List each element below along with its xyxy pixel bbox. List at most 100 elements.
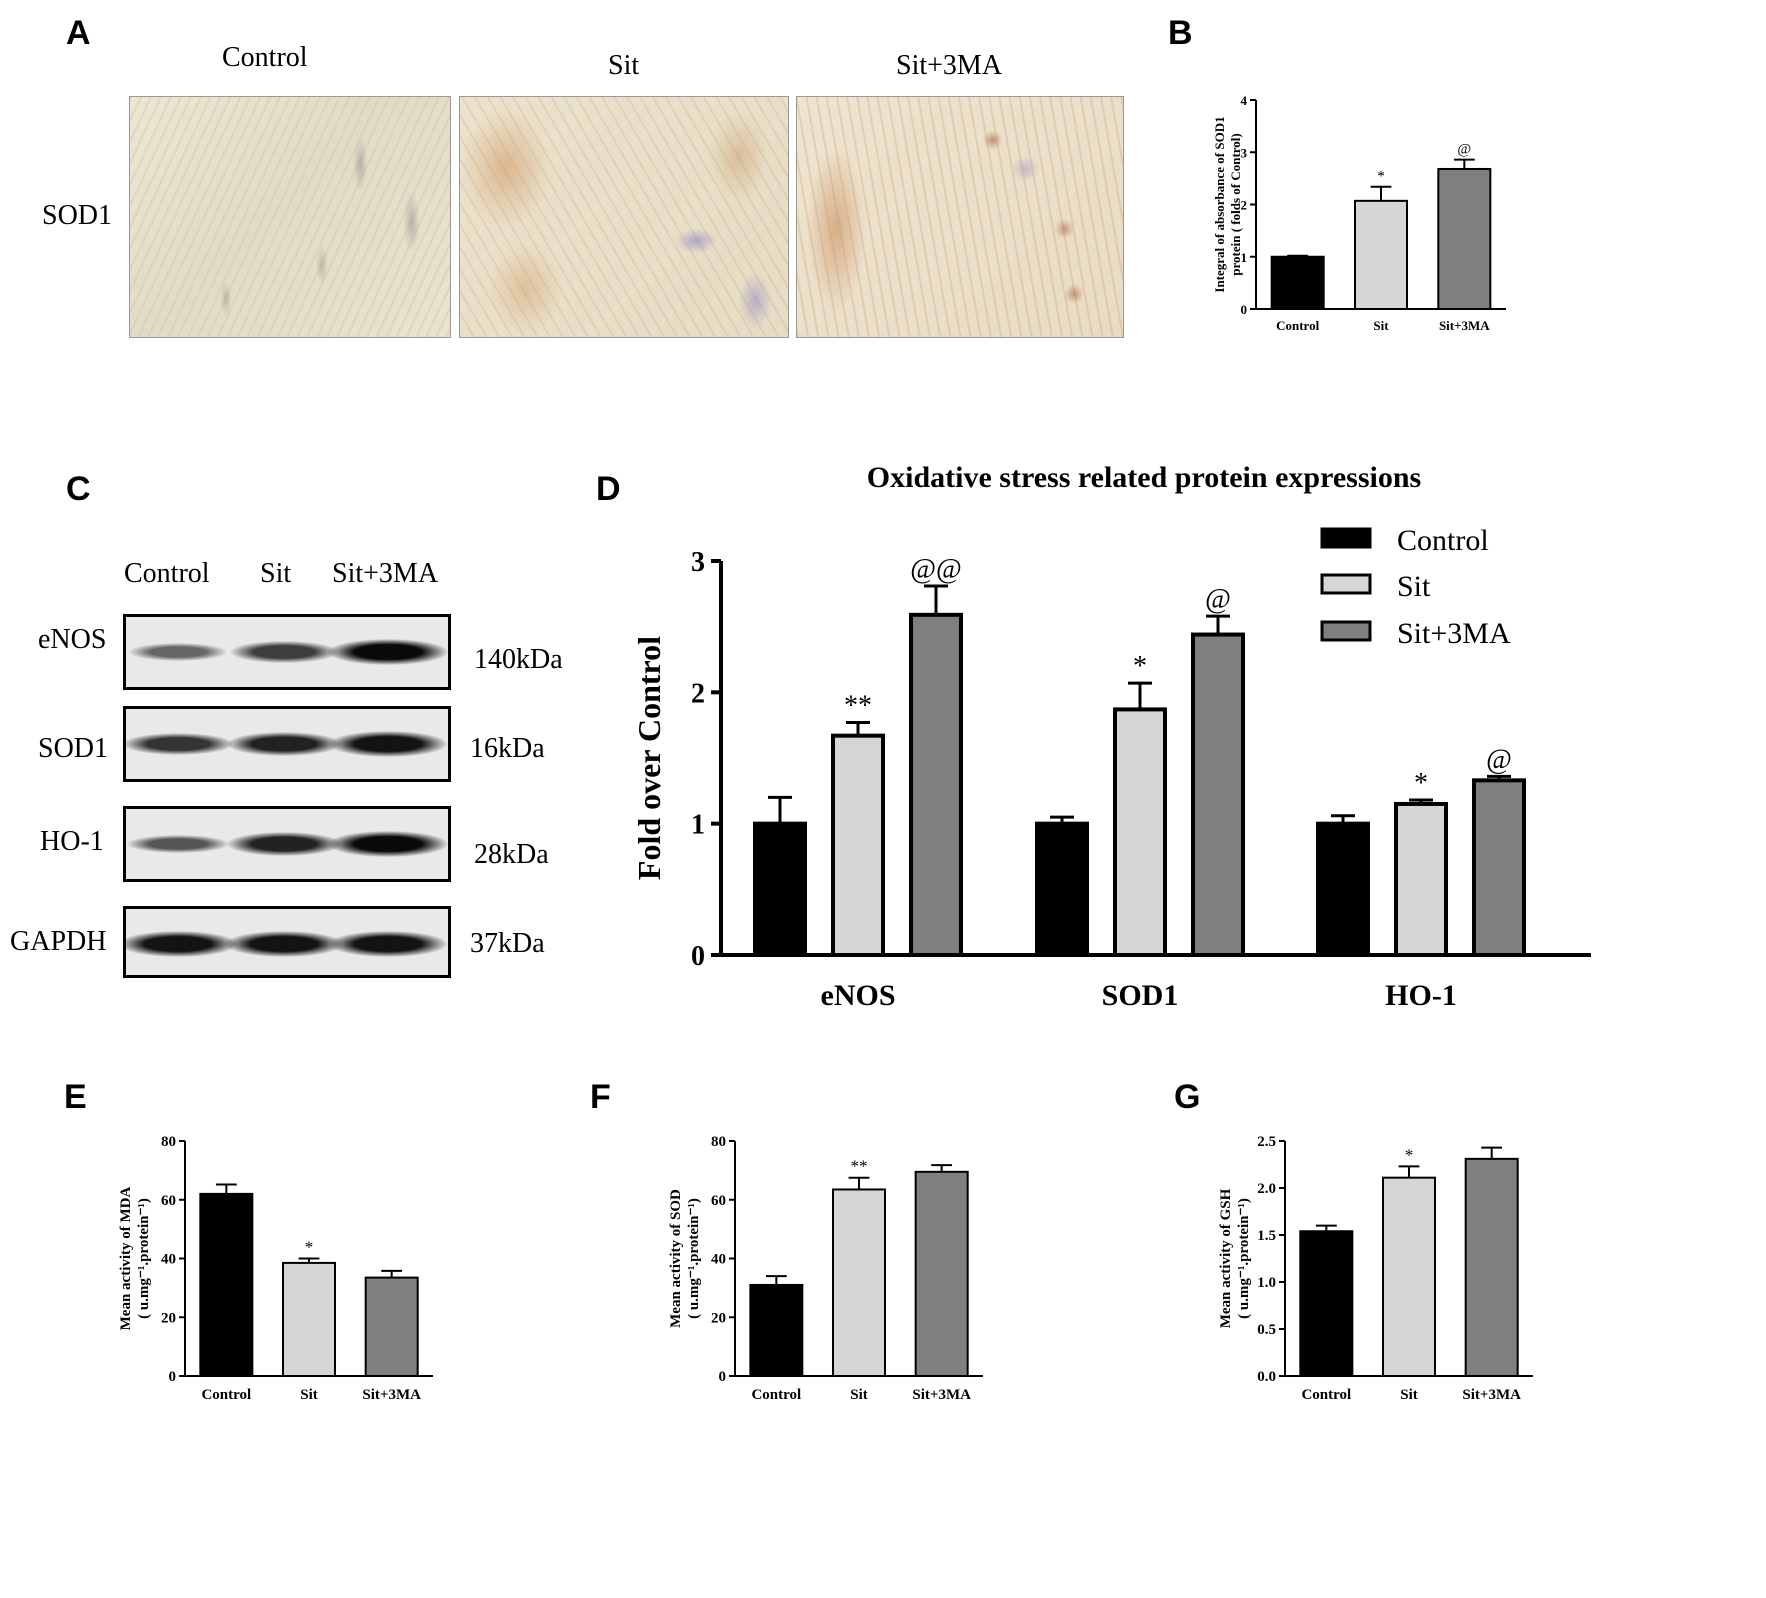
x-tick-label: Control [1276,318,1319,333]
bar [1035,821,1089,957]
bar [914,1170,969,1377]
blot-band [329,931,447,957]
bar [1270,255,1325,310]
y-tick-label: 80 [711,1134,726,1150]
chart-f: 0 20 40 60 80 Control Sit ** Sit+3MA Mean activit… [668,1134,983,1403]
y-tick-label: 60 [161,1193,176,1209]
significance-label: ** [851,1157,868,1176]
y-axis-label-units: ( u.mg⁻¹.protein⁻¹) [1236,1198,1252,1319]
y-tick-label: 1.0 [1257,1275,1276,1291]
y-axis-label: Mean activity of SOD [668,1189,684,1328]
legend-swatch [1320,573,1372,595]
y-tick-label: 2 [691,678,705,709]
y-axis-label: Fold over Control [631,636,667,880]
bar [1437,167,1492,310]
x-tick-label: HO-1 [1385,979,1457,1012]
bar [1394,801,1448,958]
blot-protein-label: GAPDH [10,926,107,957]
y-tick-label: 20 [161,1310,176,1326]
bar [1299,1230,1354,1377]
blot-protein-label: eNOS [38,624,107,655]
blot-band [227,832,341,856]
legend-label: Sit [1397,570,1431,603]
y-tick-label: 0 [169,1369,177,1385]
blot-strip [123,806,451,882]
significance-label: * [1414,768,1428,799]
significance-label: @ [1486,744,1512,775]
blot-size-label: 37kDa [470,928,545,959]
y-tick-label: 0 [691,941,705,972]
panel-label-e: E [64,1078,87,1116]
panel-label-g: G [1174,1078,1201,1116]
blot-strip [123,706,451,782]
y-axis-label: protein ( folds of Control) [1228,133,1243,276]
bar [909,612,963,957]
y-tick-label: 0.0 [1257,1369,1276,1385]
y-tick-label: 1 [1241,250,1248,265]
blot-band [129,643,227,661]
blot-band [227,732,341,756]
y-tick-label: 2.0 [1257,1181,1276,1197]
bar [832,1188,886,1377]
x-tick-label: Sit [1400,1387,1418,1403]
blot-band [230,641,338,663]
legend-swatch [1320,527,1372,549]
blot-lane-label-sit3ma: Sit+3MA [332,558,439,589]
y-tick-label: 2 [1241,198,1248,213]
significance-label: @ [1457,142,1471,158]
blot-band [126,733,233,755]
bar [199,1192,254,1377]
blot-strip [123,906,451,978]
x-tick-label: eNOS [821,979,896,1012]
chart-g: 0.0 0.5 1.0 1.5 2.0 2.5 Control Sit * Sit+3MA Mean… [1218,1134,1533,1403]
y-axis-label: Mean activity of MDA [118,1186,134,1330]
blot-lane-label-control: Control [124,558,210,589]
micrograph-sit3ma [796,96,1124,338]
panel-label-c: C [66,470,91,508]
y-tick-label: 4 [1241,93,1248,108]
significance-label: * [1377,169,1385,185]
bar [1464,1157,1519,1377]
y-tick-label: 0 [1241,302,1248,317]
bar [1316,821,1370,957]
x-tick-label: Control [201,1387,251,1403]
y-tick-label: 1 [691,810,705,841]
bar [1354,199,1408,310]
chart-b: 0 1 2 3 4 Control Sit * Sit+3MA @ Integral of abso… [1212,93,1506,333]
blot-band [225,931,343,957]
panel-label-b: B [1168,14,1193,52]
chart-d: Oxidative stress related protein express… [631,461,1591,1012]
legend-swatch [1320,620,1372,642]
blot-size-label: 140kDa [474,644,563,675]
chart-e: 0 20 40 60 80 Control Sit * Sit+3MA Mean activity… [118,1134,433,1403]
blot-band [328,831,448,857]
y-tick-label: 40 [711,1252,726,1268]
blot-strip [123,614,451,690]
bar [1472,778,1526,957]
y-tick-label: 3 [691,547,705,578]
y-axis-label: Mean activity of GSH [1218,1188,1234,1328]
bar [282,1261,336,1377]
significance-label: * [1405,1145,1414,1164]
x-tick-label: Control [751,1387,801,1403]
micrograph-control [129,96,451,338]
significance-label: * [305,1238,314,1257]
micrograph-row-label: SOD1 [42,200,113,231]
micrograph-sit [459,96,789,338]
x-tick-label: Sit [850,1387,868,1403]
significance-label: @ [1205,584,1231,615]
chart-title: Oxidative stress related protein express… [867,461,1421,494]
x-tick-label: Sit+3MA [1439,318,1490,333]
bar [831,733,885,957]
blot-band [126,931,237,957]
y-axis-label-units: ( u.mg⁻¹.protein⁻¹) [136,1198,152,1319]
blot-size-label: 28kDa [474,839,549,870]
x-tick-label: Sit+3MA [912,1387,971,1403]
y-tick-label: 80 [161,1134,176,1150]
x-tick-label: Sit [1373,318,1389,333]
significance-label: @@ [910,554,962,585]
y-tick-label: 0.5 [1257,1322,1276,1338]
bar [1382,1176,1436,1377]
bar [753,821,807,957]
blot-band [329,731,447,757]
